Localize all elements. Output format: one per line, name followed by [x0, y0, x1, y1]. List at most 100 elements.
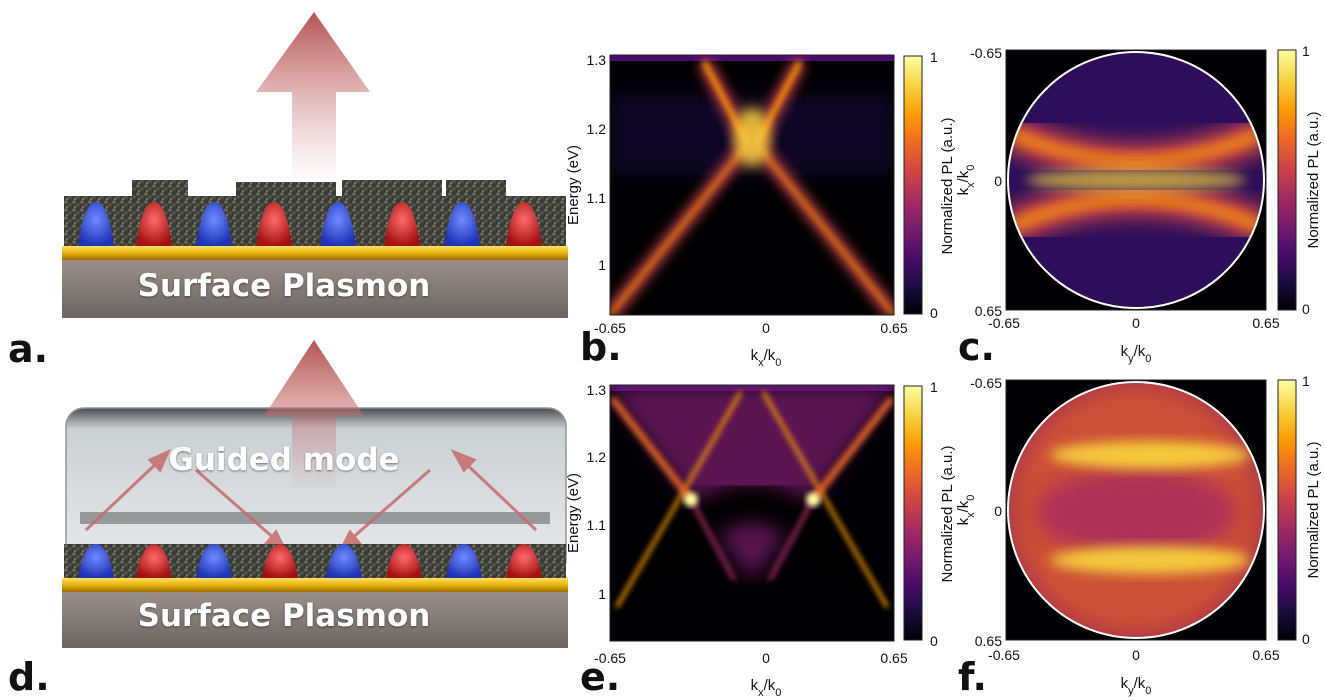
anticrossing-point — [683, 492, 698, 507]
ylabel-e: Energy (eV) — [565, 473, 582, 553]
iso-band-lower-core — [1008, 194, 1264, 233]
xtick: 0 — [1132, 647, 1140, 663]
xtick: 0.65 — [880, 650, 907, 666]
ytick: 0.65 — [975, 633, 1002, 649]
gold-film-a — [62, 246, 568, 260]
panel-letter-b: b. — [580, 325, 622, 369]
plasmon-branch — [761, 390, 890, 609]
colorbar-e-min: 0 — [930, 633, 938, 649]
plot-f-aperture — [1007, 381, 1265, 639]
iso-band-center — [1026, 168, 1246, 192]
plot-f-features — [1011, 385, 1261, 635]
bright-band-lower — [1050, 546, 1250, 574]
colorbar-c-min: 0 — [1302, 301, 1310, 317]
colorbar-e: 1 0 Normalized PL (a.u.) — [903, 379, 956, 649]
xlabel-b: kx/k0 — [751, 347, 782, 369]
colorbar-f-min: 0 — [1302, 631, 1310, 647]
colorbar-c-max: 1 — [1302, 43, 1310, 59]
dark-gap — [648, 482, 856, 573]
guided-mode-label: Guided mode — [168, 442, 400, 478]
bright-band-upper — [1050, 441, 1250, 469]
colorbar-e-label: Normalized PL (a.u.) — [939, 446, 956, 583]
panel-letter-f: f. — [958, 655, 987, 699]
xlabel-f: ky/k0 — [1121, 675, 1152, 697]
ytick: 1.2 — [587, 449, 607, 465]
ytick: 1 — [598, 257, 606, 273]
xtick: 0.65 — [880, 320, 907, 336]
scheme-a — [62, 12, 568, 318]
central-dip — [1036, 470, 1236, 554]
gold-film-d — [62, 578, 568, 592]
colorbar-c-label: Normalized PL (a.u.) — [1305, 112, 1322, 249]
plot-c — [1005, 49, 1267, 311]
panel-letter-e: e. — [580, 655, 621, 699]
colorbar-c: 1 0 Normalized PL (a.u.) — [1277, 43, 1322, 317]
axes-b: -0.65 0 0.65 1 1.1 1.2 1.3 kx/k0 Energy … — [565, 52, 908, 369]
quantum-dots-d — [78, 544, 542, 578]
scheme-d-top-label-box: Guided mode — [0, 442, 580, 482]
xtick: 0.65 — [1252, 647, 1279, 663]
panel-letter-c: c. — [958, 325, 995, 369]
plot-b — [609, 54, 895, 316]
colorbar-b-label: Normalized PL (a.u.) — [939, 118, 956, 255]
colorbar-e-max: 1 — [930, 379, 938, 395]
colorbar-f-label: Normalized PL (a.u.) — [1305, 442, 1322, 579]
xtick: -0.65 — [988, 315, 1020, 331]
ytick: 1.3 — [587, 382, 607, 398]
ytick: 1.1 — [587, 190, 607, 206]
anticrossing-point — [806, 492, 821, 507]
plot-b-area — [610, 55, 894, 315]
xtick: -0.65 — [594, 650, 626, 666]
quantum-dots-a — [78, 202, 542, 246]
ylabel-b: Energy (eV) — [565, 145, 582, 225]
ytick: 0.65 — [975, 303, 1002, 319]
emission-arrow-a — [256, 12, 370, 175]
xtick: -0.65 — [594, 320, 626, 336]
colorbar-b-max: 1 — [930, 49, 938, 65]
scheme-a-label-box: Surface Plasmon — [0, 268, 580, 308]
guided-branch — [810, 396, 894, 502]
xtick: 0 — [762, 320, 770, 336]
substrate-d — [62, 592, 568, 648]
axes-e: -0.65 0 0.65 1 1.1 1.2 1.3 kx/k0 Energy … — [565, 382, 908, 699]
plot-b-features — [610, 58, 894, 315]
emission-band — [610, 385, 894, 581]
emission-arrow-d — [264, 340, 364, 488]
colorbar-b-min: 0 — [930, 305, 938, 321]
plot-f — [1005, 379, 1267, 641]
substrate-a — [62, 260, 568, 318]
scheme-d — [62, 340, 568, 648]
dispersion-branch — [754, 142, 894, 315]
xlabel-c: ky/k0 — [1121, 343, 1152, 365]
xtick: 0 — [1132, 315, 1140, 331]
ytick: 0 — [994, 503, 1002, 519]
plot-c-features — [1008, 116, 1264, 244]
guided-branch — [767, 498, 816, 582]
guided-rays — [84, 449, 538, 551]
ylabel-f: kx/k0 — [955, 495, 977, 526]
axes-c: -0.65 0 0.65 -0.65 0 0.65 ky/k0 kx/k0 — [955, 45, 1280, 365]
ytick: 0 — [994, 173, 1002, 189]
colorbar-b: 1 0 Normalized PL (a.u.) — [903, 49, 956, 321]
ytick: -0.65 — [970, 375, 1002, 391]
panel-letter-a: a. — [8, 327, 49, 371]
crossing-hotspot — [734, 107, 770, 168]
surface-plasmon-label-a: Surface Plasmon — [137, 268, 431, 304]
ylabel-c: kx/k0 — [955, 165, 977, 196]
ytick: 1.2 — [587, 121, 607, 137]
dispersion-branch — [610, 142, 750, 315]
ytick: 1.3 — [587, 52, 607, 68]
plot-e-features — [610, 385, 894, 609]
ytick: -0.65 — [970, 45, 1002, 61]
panel-letter-d: d. — [8, 655, 50, 699]
colorbar-f-max: 1 — [1302, 373, 1310, 389]
guided-branch — [688, 498, 737, 582]
scheme-d-label-box: Surface Plasmon — [0, 598, 580, 638]
surface-plasmon-label-d: Surface Plasmon — [137, 598, 431, 634]
plot-c-aperture — [1007, 51, 1265, 309]
xtick: 0.65 — [1252, 315, 1279, 331]
xlabel-e: kx/k0 — [751, 677, 782, 699]
xtick: -0.65 — [988, 647, 1020, 663]
guided-branch — [610, 396, 694, 502]
